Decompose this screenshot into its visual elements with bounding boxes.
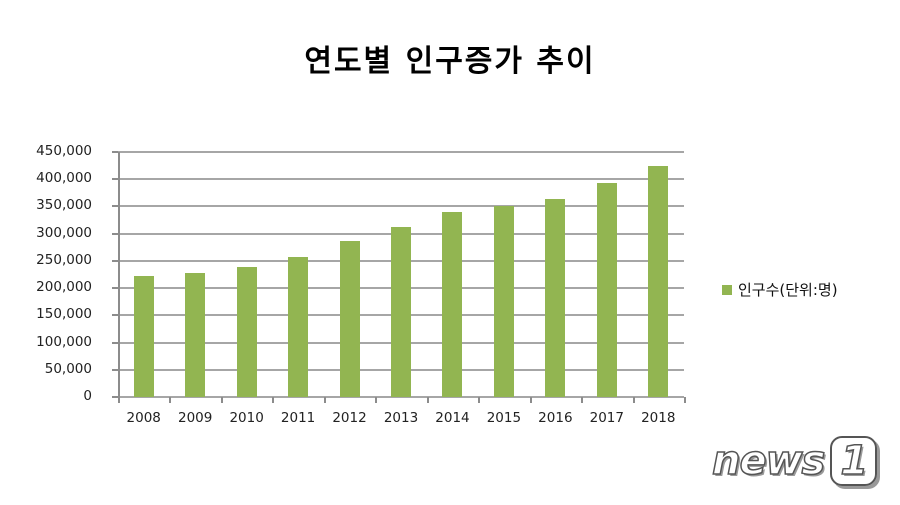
- y-tick-label: 200,000: [36, 279, 92, 296]
- y-tick-label: 400,000: [36, 170, 92, 187]
- y-tick-label: 50,000: [44, 360, 92, 377]
- x-tick-label: 2012: [332, 410, 367, 426]
- bar-2016: [545, 198, 566, 397]
- y-tick: [112, 368, 118, 371]
- y-tick-label: 150,000: [36, 306, 92, 323]
- gridline: [118, 205, 684, 208]
- x-tick: [220, 397, 223, 403]
- x-tick: [118, 397, 120, 403]
- legend: 인구수(단위:명): [722, 279, 838, 300]
- x-tick: [323, 397, 326, 403]
- gridline: [118, 151, 684, 153]
- news1-logo: news 1: [711, 436, 878, 486]
- logo-text: news: [711, 437, 826, 485]
- y-tick-label: 0: [83, 388, 92, 404]
- x-tick: [684, 397, 686, 403]
- y-tick: [112, 178, 118, 181]
- bar-2015: [493, 205, 514, 397]
- logo-number: 1: [830, 436, 878, 486]
- x-tick: [478, 397, 481, 403]
- x-tick: [529, 397, 532, 403]
- bar-2009: [185, 272, 206, 397]
- y-tick: [112, 314, 118, 317]
- y-tick-label: 350,000: [36, 197, 92, 214]
- bar-2011: [288, 257, 309, 397]
- x-tick-label: 2011: [280, 410, 316, 426]
- x-tick: [581, 397, 584, 403]
- x-tick-label: 2009: [177, 410, 213, 426]
- x-tick-label: 2008: [126, 410, 161, 426]
- bar-2012: [339, 240, 360, 397]
- gridline: [118, 178, 684, 181]
- y-tick-label: 100,000: [36, 333, 92, 350]
- y-axis: [118, 152, 120, 399]
- y-tick: [112, 287, 118, 290]
- x-tick: [632, 397, 635, 403]
- x-tick-label: 2010: [229, 410, 264, 426]
- y-tick: [112, 396, 118, 398]
- legend-swatch: [722, 284, 732, 295]
- chart-title: 연도별 인구증가 추이: [304, 44, 596, 79]
- y-tick: [112, 341, 118, 344]
- gridline: [118, 396, 684, 398]
- y-tick: [112, 205, 118, 208]
- bar-2008: [133, 276, 154, 397]
- y-tick-label: 250,000: [36, 251, 92, 268]
- bar-2018: [648, 166, 669, 397]
- y-tick-label: 450,000: [36, 143, 92, 159]
- x-tick: [375, 397, 378, 403]
- x-tick: [169, 397, 172, 403]
- x-tick-label: 2015: [486, 410, 522, 426]
- x-tick: [272, 397, 275, 403]
- x-tick-label: 2013: [383, 410, 419, 426]
- bar-2017: [596, 183, 617, 397]
- legend-label: 인구수(단위:명): [738, 281, 838, 299]
- y-tick: [112, 232, 118, 235]
- y-tick-label: 300,000: [36, 224, 92, 241]
- y-tick: [112, 259, 118, 262]
- bar-2014: [442, 211, 463, 397]
- x-tick: [426, 397, 429, 403]
- x-tick-label: 2016: [538, 410, 573, 426]
- bar-2010: [236, 266, 257, 397]
- x-tick-label: 2018: [641, 410, 676, 426]
- x-tick-label: 2014: [435, 410, 470, 426]
- x-tick-label: 2017: [589, 410, 624, 426]
- bar-2013: [391, 227, 411, 397]
- y-tick: [112, 151, 118, 153]
